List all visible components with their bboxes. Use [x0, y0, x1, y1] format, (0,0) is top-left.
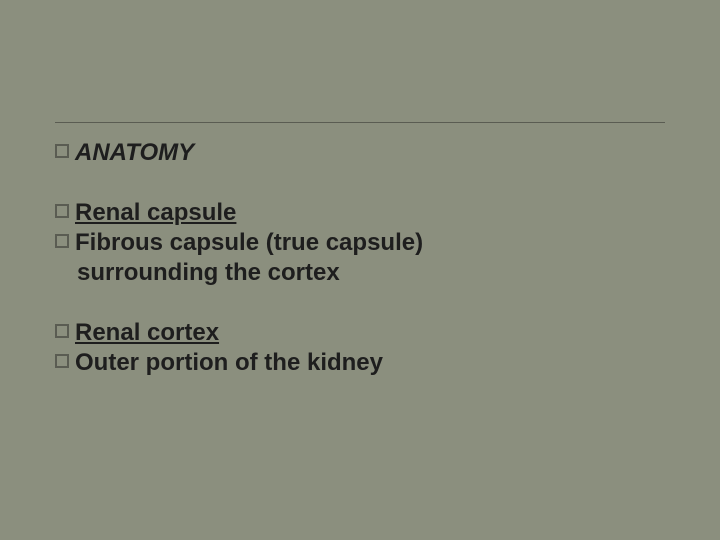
fibrous-capsule-text: Fibrous capsule (true capsule): [75, 228, 423, 258]
slide-content: ANATOMY Renal capsule Fibrous capsule (t…: [55, 0, 665, 540]
renal-cortex-heading: Renal cortex: [75, 318, 219, 348]
block-anatomy: ANATOMY: [55, 138, 665, 168]
square-bullet-icon: [55, 144, 69, 158]
bullet-line-anatomy: ANATOMY: [55, 138, 665, 168]
square-bullet-icon: [55, 324, 69, 338]
bullet-line-renal-capsule: Renal capsule: [55, 198, 665, 228]
anatomy-label: ANATOMY: [75, 138, 194, 168]
block-renal-cortex: Renal cortex Outer portion of the kidney: [55, 318, 665, 378]
fibrous-capsule-continuation: surrounding the cortex: [77, 258, 665, 288]
square-bullet-icon: [55, 354, 69, 368]
square-bullet-icon: [55, 204, 69, 218]
block-renal-capsule: Renal capsule Fibrous capsule (true caps…: [55, 198, 665, 288]
bullet-line-outer: Outer portion of the kidney: [55, 348, 665, 378]
outer-portion-text: Outer portion of the kidney: [75, 348, 383, 378]
divider-line: [55, 122, 665, 123]
slide: ANATOMY Renal capsule Fibrous capsule (t…: [0, 0, 720, 540]
bullet-line-renal-cortex: Renal cortex: [55, 318, 665, 348]
renal-capsule-heading: Renal capsule: [75, 198, 236, 228]
bullet-line-fibrous: Fibrous capsule (true capsule): [55, 228, 665, 258]
square-bullet-icon: [55, 234, 69, 248]
